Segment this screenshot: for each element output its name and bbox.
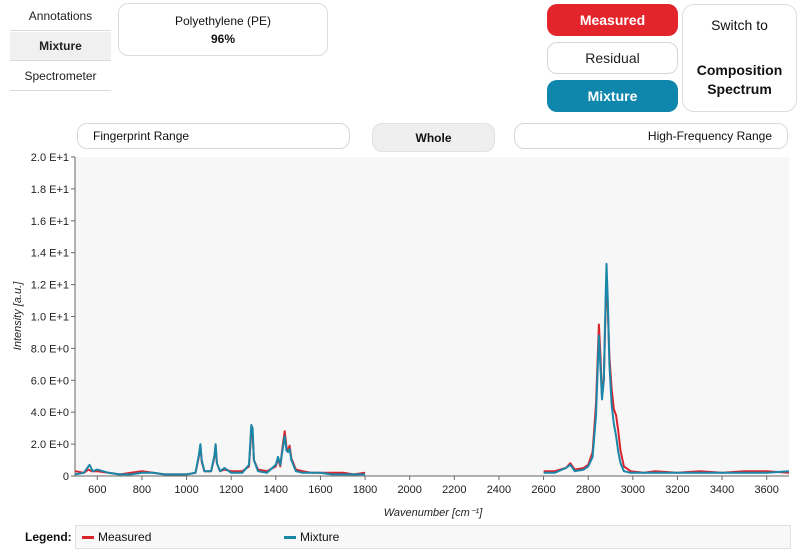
x-tick-label: 1400: [264, 484, 288, 496]
sidebar-item-mixture[interactable]: Mixture: [10, 32, 111, 61]
tab-fingerprint-range[interactable]: Fingerprint Range: [77, 123, 350, 149]
tab-high-frequency-range[interactable]: High-Frequency Range: [514, 123, 788, 149]
x-tick-label: 1200: [219, 484, 243, 496]
series-line-mixture-1: [543, 262, 790, 474]
y-tick-label: 1.8 E+1: [31, 184, 69, 196]
component-score: 96%: [210, 32, 236, 46]
tab-high-frequency-label: High-Frequency Range: [647, 129, 772, 143]
switch-target-label: Composition Spectrum: [696, 62, 783, 97]
x-tick-label: 1000: [174, 484, 198, 496]
series-line-measured-1: [543, 277, 790, 474]
x-tick-label: 2000: [397, 484, 421, 496]
switch-spectrum-button[interactable]: Switch to Composition Spectrum: [682, 4, 797, 112]
x-tick-label: 1600: [308, 484, 332, 496]
x-tick-label: 2200: [442, 484, 466, 496]
tab-whole-label: Whole: [415, 130, 452, 145]
y-ticks: 0 2.0 E+0 4.0 E+0 6.0 E+0 8.0 E+0 1.0 E+1 1.2 …: [31, 152, 75, 483]
x-tick-label: 1800: [353, 484, 377, 496]
x-tick-label: 2800: [576, 484, 600, 496]
legend-label-mixture: Mixture: [300, 530, 340, 544]
series-line-measured-0: [74, 430, 366, 476]
y-tick-label: 1.2 E+1: [31, 280, 69, 292]
y-tick-label: 1.4 E+1: [31, 248, 69, 260]
legend: Measured Mixture: [75, 525, 791, 549]
series-line-mixture-0: [74, 424, 366, 476]
series-group: [74, 262, 790, 476]
y-tick-label: 8.0 E+0: [31, 343, 69, 355]
plot-area: [75, 157, 789, 476]
legend-swatch-mixture: [284, 536, 296, 539]
sidebar-item-spectrometer[interactable]: Spectrometer: [10, 62, 111, 91]
component-name: Polyethylene (PE): [174, 14, 272, 28]
x-tick-label: 3000: [621, 484, 645, 496]
mixture-button[interactable]: Mixture: [547, 80, 678, 112]
y-axis-label: Intensity [a.u.]: [12, 281, 24, 350]
tab-fingerprint-label: Fingerprint Range: [93, 129, 190, 143]
sidebar-item-annotations[interactable]: Annotations: [10, 2, 111, 31]
measured-button[interactable]: Measured: [547, 4, 678, 36]
x-tick-label: 800: [133, 484, 151, 496]
legend-label-measured: Measured: [98, 530, 152, 544]
x-axis-label: Wavenumber [cm⁻¹]: [384, 507, 483, 519]
y-tick-label: 2.0 E+0: [31, 439, 69, 451]
x-tick-label: 3200: [665, 484, 689, 496]
x-tick-label: 3600: [754, 484, 778, 496]
x-tick-label: 2400: [487, 484, 511, 496]
residual-button[interactable]: Residual: [547, 42, 678, 74]
y-tick-label: 0: [63, 471, 69, 483]
y-tick-label: 1.6 E+1: [31, 216, 69, 228]
y-tick-label: 4.0 E+0: [31, 407, 69, 419]
x-tick-label: 2600: [531, 484, 555, 496]
legend-title: Legend:: [25, 530, 72, 544]
y-tick-label: 6.0 E+0: [31, 375, 69, 387]
legend-swatch-measured: [82, 536, 94, 539]
x-tick-label: 3400: [710, 484, 734, 496]
component-card[interactable]: Polyethylene (PE) 96%: [118, 3, 328, 56]
y-tick-label: 2.0 E+1: [31, 152, 69, 164]
x-tick-label: 600: [88, 484, 106, 496]
switch-to-label: Switch to: [711, 17, 768, 33]
x-ticks: 600 800 1000 1200 1400 1600 1800 2000 2200 2400 26…: [88, 476, 779, 496]
y-tick-label: 1.0 E+1: [31, 312, 69, 324]
tab-whole[interactable]: Whole: [372, 123, 495, 152]
